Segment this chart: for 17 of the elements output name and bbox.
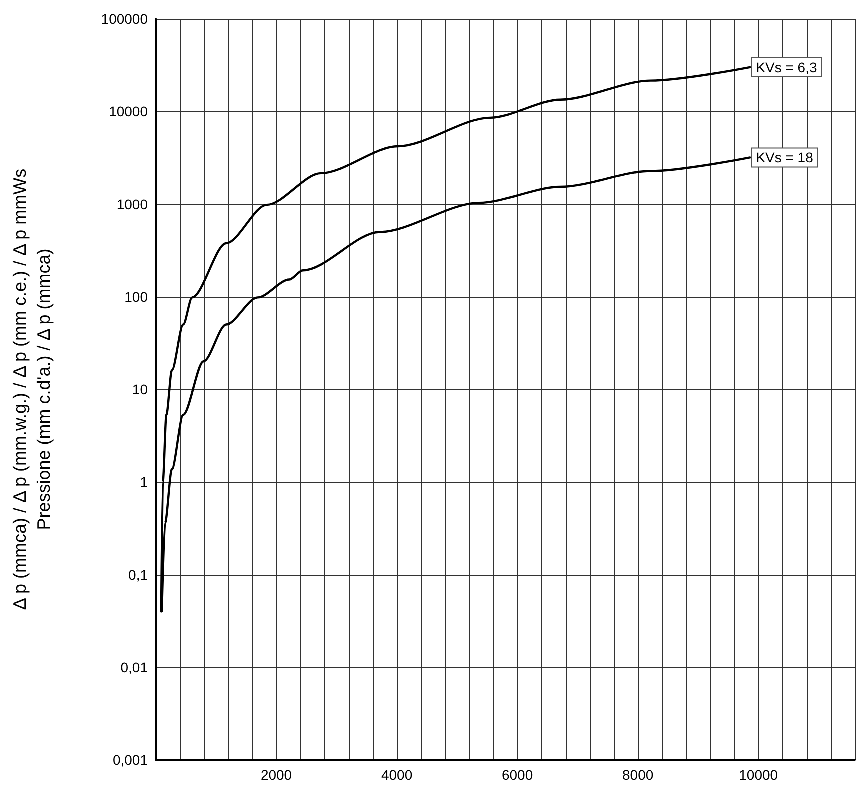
x-tick-label: 8000 — [622, 767, 654, 783]
y-tick-label: 100000 — [101, 11, 148, 27]
y-tick-label: 10000 — [109, 104, 148, 120]
x-tick-label: 6000 — [502, 767, 534, 783]
x-tick-label: 10000 — [739, 767, 778, 783]
series-label: KVs = 6,3 — [756, 59, 818, 76]
y-tick-label: 1000 — [116, 196, 148, 212]
y-tick-label: 100 — [124, 288, 148, 305]
y-tick-label: 10 — [132, 382, 148, 398]
x-tick-label: 2000 — [260, 767, 292, 783]
y-tick-label: 1 — [140, 474, 148, 490]
series-label: KVs = 18 — [756, 150, 814, 166]
y-tick-label: 0,01 — [120, 659, 148, 676]
y-axis-title: Δ p (mmca) / Δ p (mm.w.g.) / Δ p (mm c.e.) / Δ p mmWs Pressione (mm c.d'a.) / Δ p (mmca) — [10, 168, 54, 610]
x-tick-label: 4000 — [381, 767, 413, 783]
y-tick-label: 0,1 — [128, 566, 148, 583]
y-tick-label: 0,001 — [112, 752, 148, 768]
